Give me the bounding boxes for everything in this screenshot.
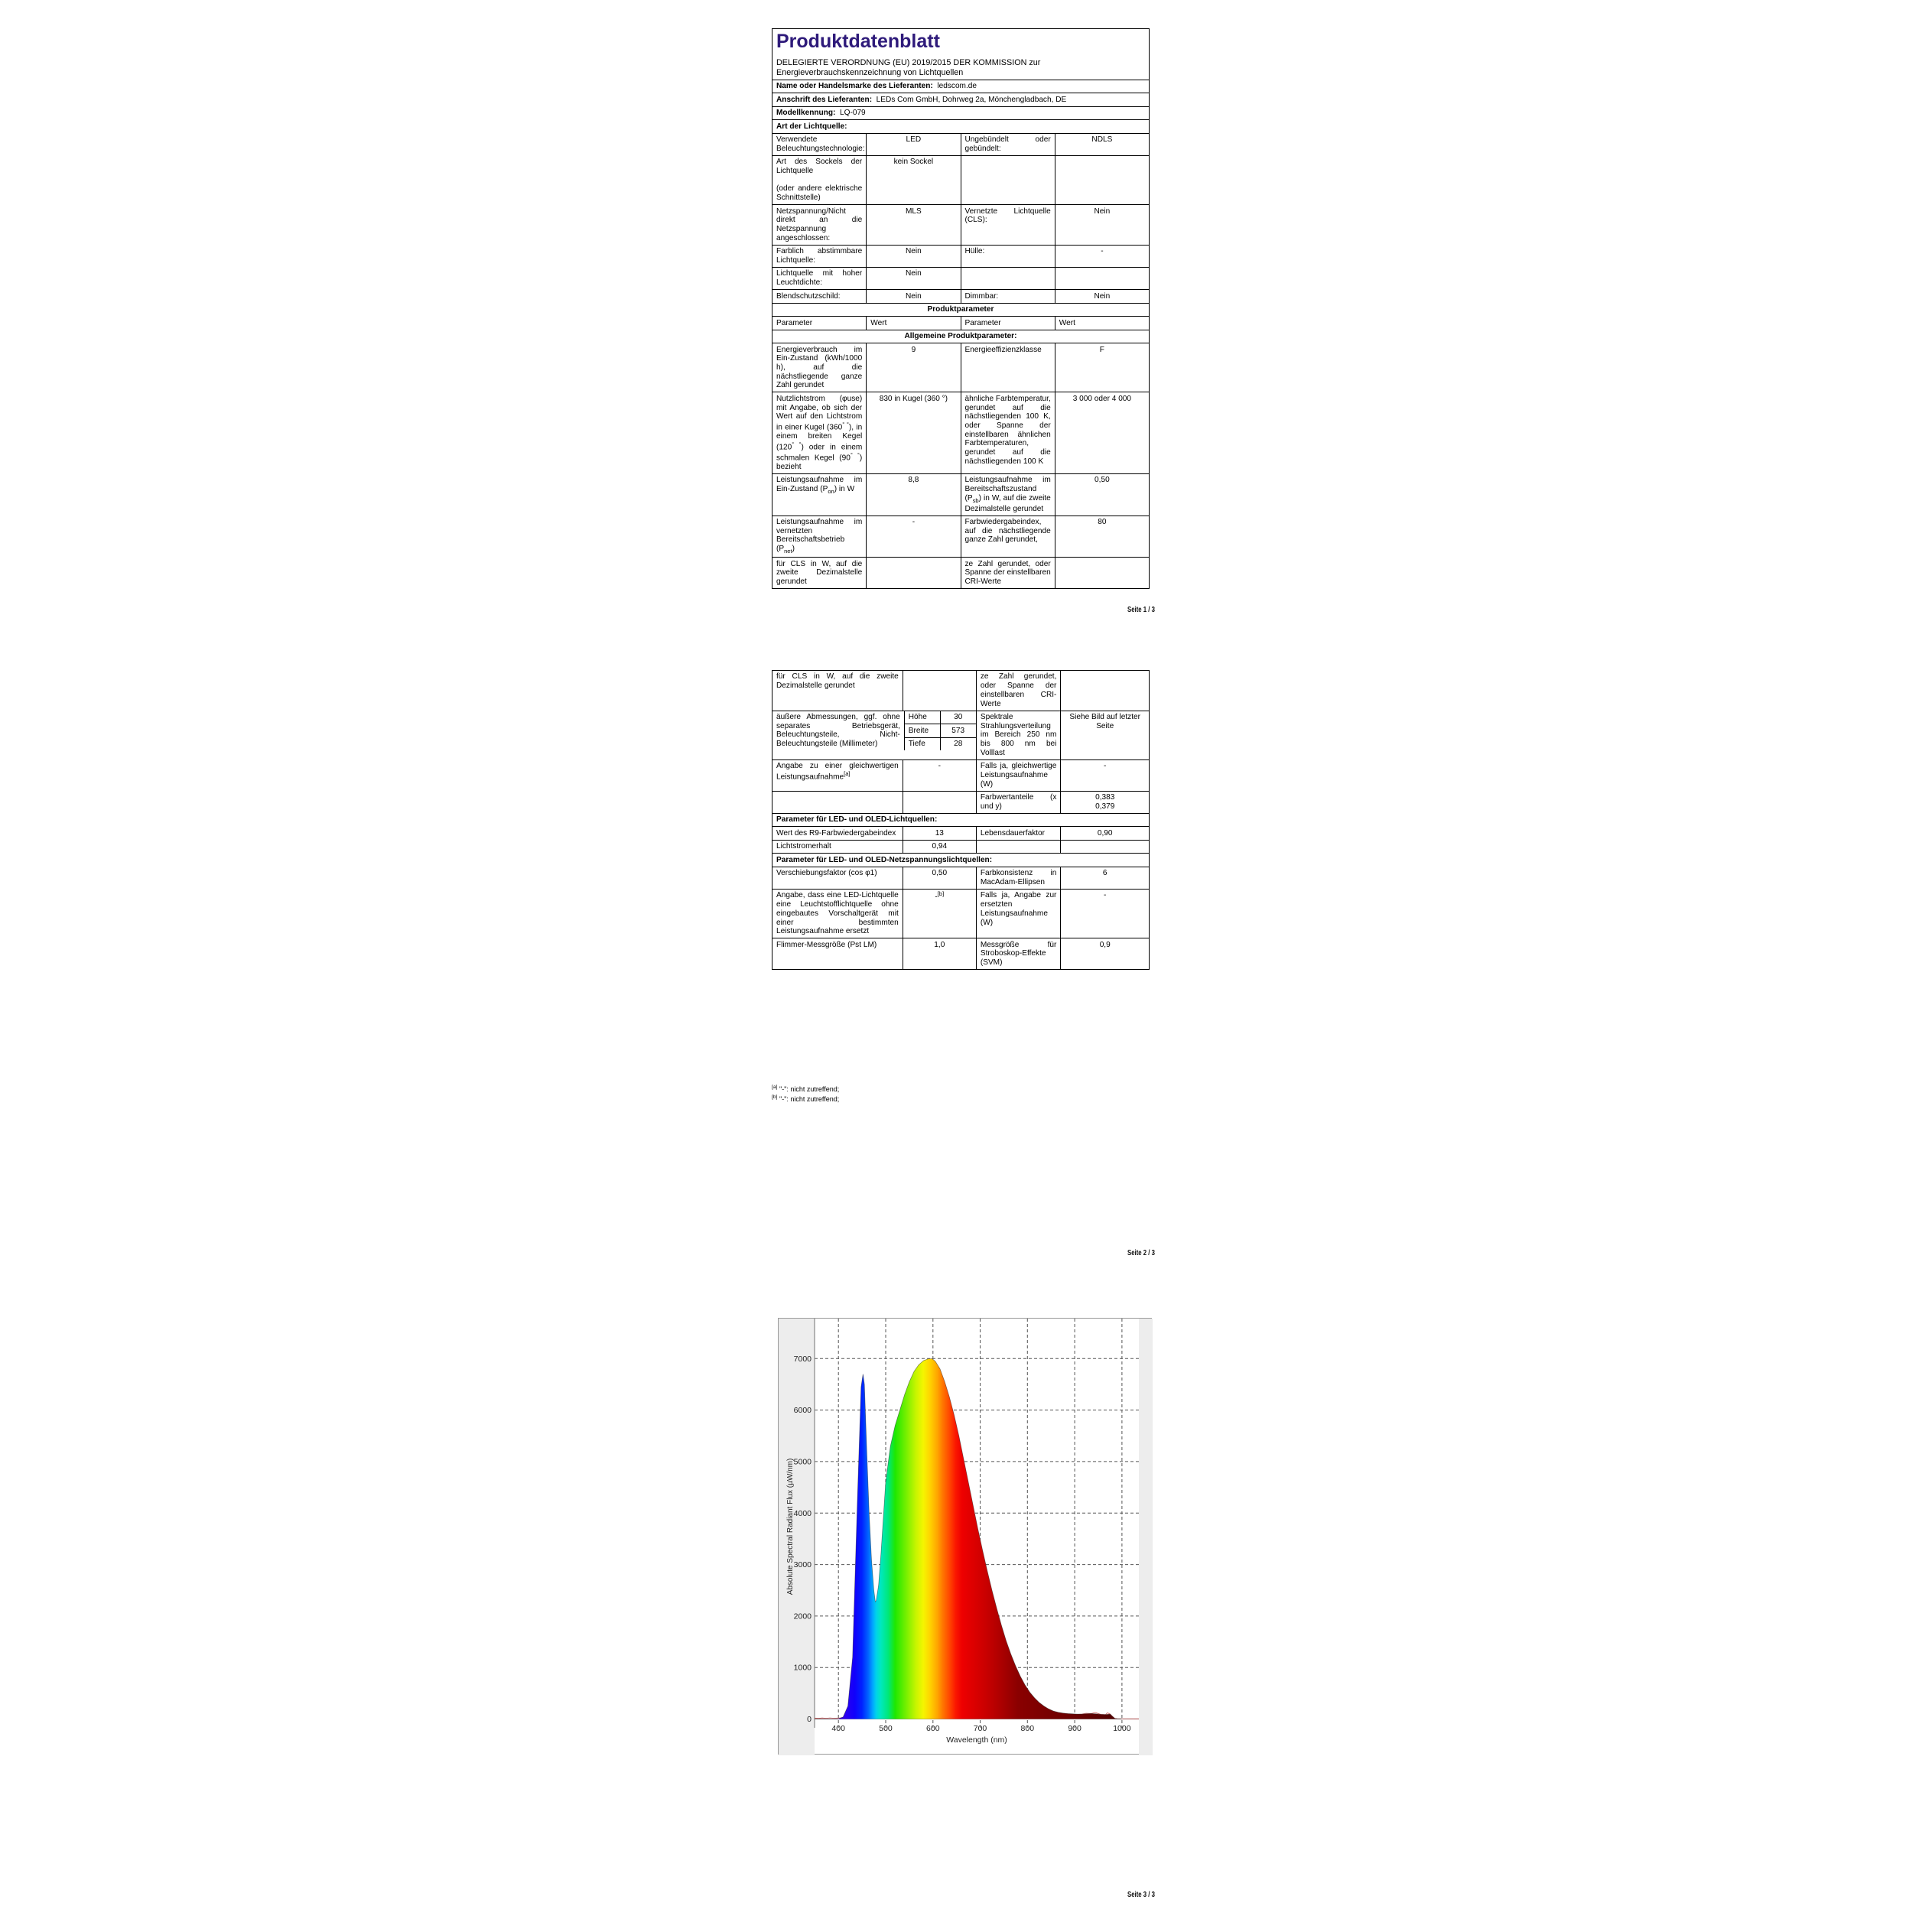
- svg-text:500: 500: [879, 1724, 893, 1733]
- svg-text:700: 700: [974, 1724, 987, 1733]
- svg-text:400: 400: [831, 1724, 845, 1733]
- svg-text:600: 600: [926, 1724, 940, 1733]
- svg-text:4000: 4000: [794, 1509, 812, 1518]
- svg-text:Absolute Spectral Radiant Flux: Absolute Spectral Radiant Flux (µW/nm): [786, 1459, 795, 1595]
- svg-text:900: 900: [1068, 1724, 1081, 1733]
- svg-text:Wavelength (nm): Wavelength (nm): [946, 1735, 1007, 1745]
- svg-text:6000: 6000: [794, 1406, 812, 1415]
- svg-text:1000: 1000: [1113, 1724, 1131, 1733]
- svg-text:1000: 1000: [794, 1664, 812, 1673]
- svg-text:5000: 5000: [794, 1457, 812, 1466]
- svg-text:7000: 7000: [794, 1355, 812, 1364]
- svg-text:3000: 3000: [794, 1560, 812, 1569]
- svg-text:0: 0: [807, 1715, 812, 1724]
- svg-text:2000: 2000: [794, 1612, 812, 1621]
- svg-text:800: 800: [1021, 1724, 1035, 1733]
